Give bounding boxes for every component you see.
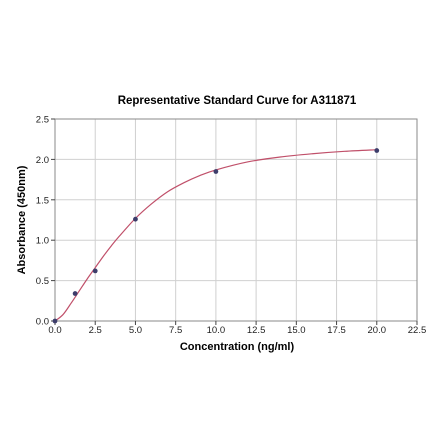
x-tick-label: 15.0 (287, 325, 306, 336)
x-axis-label: Concentration (ng/ml) (180, 341, 295, 353)
x-tick-label: 10.0 (207, 325, 226, 336)
x-tick-label: 0.0 (48, 325, 61, 336)
x-tick-label: 2.5 (89, 325, 102, 336)
tick-layer: 0.0 2.5 5.0 7.5 10.0 12.5 15.0 17.5 20.0 22.5 0.0 0… (36, 115, 426, 337)
y-tick-label: 2.5 (36, 115, 49, 126)
x-tick-label: 12.5 (247, 325, 266, 336)
x-tick-label: 22.5 (408, 325, 427, 336)
fit-curve (54, 149, 377, 322)
grid-layer (54, 118, 418, 322)
x-tick-label: 7.5 (169, 325, 182, 336)
plot-frame (54, 118, 418, 322)
y-tick-label: 1.0 (36, 236, 49, 247)
chart-title: Representative Standard Curve for A31187… (118, 95, 357, 107)
data-point (72, 291, 78, 296)
data-point (92, 268, 98, 274)
y-axis-label: Absorbance (450nm) (16, 165, 28, 274)
y-tick-label: 0.0 (36, 317, 49, 328)
x-tick-label: 17.5 (327, 325, 346, 336)
x-tick-label: 20.0 (368, 325, 387, 336)
y-tick-label: 2.0 (36, 155, 49, 166)
point-layer (52, 148, 380, 324)
data-point (52, 318, 58, 324)
y-tick-label: 1.5 (36, 195, 49, 206)
data-point (133, 216, 138, 222)
x-tick-label: 5.0 (129, 325, 142, 336)
data-point (213, 169, 219, 174)
y-tick-label: 0.5 (36, 276, 49, 287)
data-point (374, 148, 380, 153)
